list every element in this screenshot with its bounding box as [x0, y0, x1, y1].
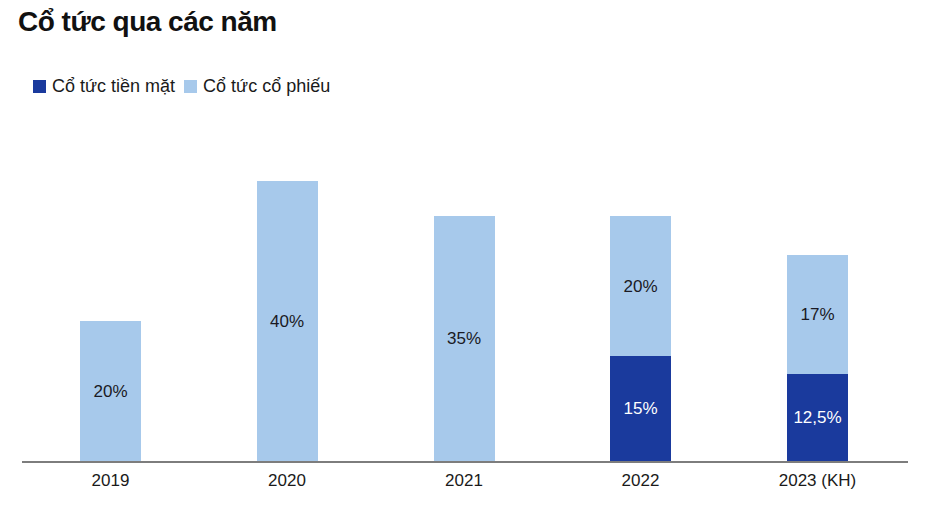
- bar-segment-series0-2022: 15%: [610, 356, 671, 461]
- bar-value-label: 35%: [447, 330, 481, 347]
- bar-segment-series0-2023 (KH): 12,5%: [787, 374, 848, 462]
- bar-segment-series1-2022: 20%: [610, 216, 671, 356]
- x-axis-label-2023 (KH): 2023 (KH): [748, 471, 888, 491]
- dividend-chart-page: Cổ tức qua các năm Cổ tức tiền mặtCổ tức…: [0, 0, 936, 510]
- x-axis-label-2019: 2019: [41, 471, 181, 491]
- bar-segment-series1-2020: 40%: [257, 181, 318, 461]
- bar-segment-series1-2023 (KH): 17%: [787, 255, 848, 374]
- x-axis-line: [22, 461, 908, 463]
- x-axis-label-2020: 2020: [217, 471, 357, 491]
- bar-value-label: 17%: [800, 306, 834, 323]
- bar-value-label: 20%: [93, 383, 127, 400]
- x-axis-label-2021: 2021: [394, 471, 534, 491]
- bar-value-label: 20%: [623, 278, 657, 295]
- bar-value-label: 12,5%: [793, 409, 841, 426]
- plot-area: 20% 2019 40% 2020 35% 2021 15% 20% 2022 12,5% 17% 2…: [0, 0, 936, 510]
- x-axis-label-2022: 2022: [571, 471, 711, 491]
- bar-value-label: 40%: [270, 313, 304, 330]
- bar-value-label: 15%: [623, 400, 657, 417]
- bar-segment-series1-2021: 35%: [434, 216, 495, 461]
- bar-segment-series1-2019: 20%: [80, 321, 141, 461]
